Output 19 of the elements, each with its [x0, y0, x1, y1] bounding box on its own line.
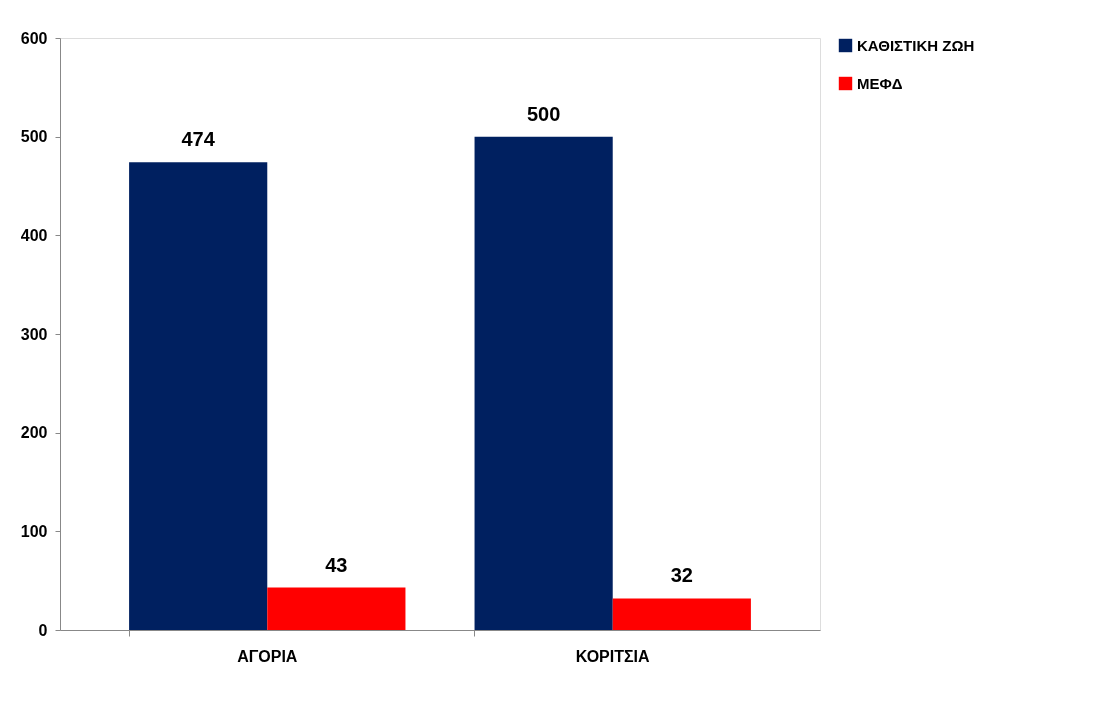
y-tick-label: 0: [38, 621, 48, 639]
bar: [129, 162, 268, 630]
y-tick-label: 500: [20, 128, 48, 146]
y-tick-label: 100: [20, 522, 48, 540]
bar: [267, 587, 406, 630]
y-tick-label: 400: [20, 226, 48, 244]
y-tick-label: 600: [20, 29, 48, 47]
x-tick-label: ΚΟΡΙΤΣΙΑ: [575, 647, 651, 665]
bar: [474, 136, 613, 630]
legend-label: ΚΑΘΙΣΤΙΚΗ ΖΩΗ: [857, 36, 975, 54]
y-tick-label: 200: [20, 424, 48, 442]
x-tick-label: ΑΓΟΡΙΑ: [237, 647, 298, 665]
y-tick-label: 300: [20, 325, 48, 343]
data-label: 500: [526, 102, 561, 125]
bar: [612, 598, 751, 630]
data-label: 474: [181, 128, 216, 151]
legend-label: ΜΕΦΔ: [857, 74, 903, 92]
data-label: 32: [670, 564, 693, 587]
data-label: 43: [325, 553, 348, 576]
